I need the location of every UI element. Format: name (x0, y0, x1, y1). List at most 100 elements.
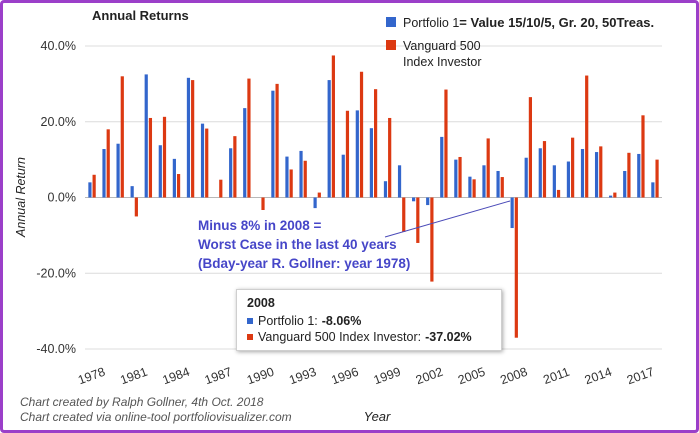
bars (88, 55, 659, 338)
tooltip-row-portfolio-1: Portfolio 1: -8.06% (247, 313, 491, 329)
bar-vanguard-1982 (148, 117, 153, 198)
y-axis-ticks: 40.0% 20.0% 0.0% -20.0% -40.0% (36, 39, 76, 356)
bar-vanguard-2010 (542, 141, 547, 198)
x-tick-label: 2011 (541, 365, 571, 387)
bar-portfolio-1-1985 (186, 77, 191, 198)
bar-vanguard-1999 (388, 117, 392, 198)
bar-portfolio-1-1993 (299, 150, 303, 198)
bar-vanguard-1979 (106, 129, 110, 198)
bar-portfolio-1-2014 (594, 152, 599, 198)
bar-portfolio-1-2004 (454, 159, 458, 198)
x-axis-ticks: 1978 1981 1984 1987 1990 1993 1996 1999 2002 2005… (76, 365, 656, 388)
bar-portfolio-1-2002 (426, 197, 430, 206)
bar-vanguard-2016 (627, 152, 631, 198)
legend-swatch-portfolio-1 (386, 17, 396, 27)
bar-vanguard-1990 (261, 197, 265, 210)
x-tick-label: 2002 (414, 365, 445, 388)
annotation-line-3: (Bday-year R. Gollner: year 1978) (198, 256, 410, 271)
bar-vanguard-1994 (317, 192, 321, 198)
bar-vanguard-1980 (120, 76, 124, 198)
bar-portfolio-1-1995 (327, 80, 331, 198)
x-tick-label: 1993 (287, 365, 318, 388)
bar-portfolio-1-1980 (116, 143, 120, 198)
bar-portfolio-1-1979 (102, 149, 106, 198)
bar-vanguard-2006 (486, 138, 490, 198)
bar-portfolio-1-2005 (468, 176, 472, 198)
credit-line-1: Chart created by Ralph Gollner, 4th Oct.… (20, 395, 264, 409)
y-tick-label: 0.0% (48, 191, 77, 205)
bar-portfolio-1-2010 (538, 148, 542, 198)
x-axis-label: Year (364, 409, 391, 424)
bar-vanguard-2001 (416, 197, 420, 243)
x-tick-label: 2014 (583, 365, 614, 388)
annotation-line-2: Worst Case in the last 40 years (198, 237, 397, 252)
x-tick-label: 1984 (161, 365, 192, 388)
bar-vanguard-2013 (585, 75, 589, 198)
bar-vanguard-2018 (655, 159, 659, 198)
bar-vanguard-2009 (528, 97, 533, 198)
bar-vanguard-1992 (289, 169, 293, 198)
y-tick-label: -20.0% (36, 266, 76, 280)
tooltip-title: 2008 (247, 296, 275, 310)
bar-portfolio-1-1992 (285, 156, 289, 198)
bar-portfolio-1-2015 (609, 195, 613, 198)
bar-portfolio-1-2013 (580, 149, 585, 198)
bar-vanguard-2012 (571, 137, 575, 198)
bar-vanguard-1989 (247, 78, 251, 198)
y-tick-label: 20.0% (41, 115, 76, 129)
tooltip-label-portfolio-1: Portfolio 1: (258, 314, 318, 328)
bar-vanguard-2015 (613, 192, 617, 198)
bar-portfolio-1-1996 (341, 154, 345, 198)
bar-vanguard-1998 (374, 89, 378, 198)
legend-label-portfolio-1: Portfolio 1= Value 15/10/5, Gr. 20, 50Tr… (403, 15, 654, 30)
bar-vanguard-2011 (556, 189, 561, 198)
bar-portfolio-1-2018 (651, 182, 655, 198)
x-tick-label: 1999 (372, 365, 403, 388)
legend-label-vanguard-line1: Vanguard 500 (403, 39, 481, 53)
bar-vanguard-1983 (162, 116, 167, 198)
bar-portfolio-1-1989 (243, 108, 247, 198)
bar-portfolio-1-1998 (369, 128, 373, 198)
bar-vanguard-1991 (275, 83, 279, 198)
x-tick-label: 2017 (625, 365, 656, 388)
chart-title: Annual Returns (92, 8, 189, 23)
bar-vanguard-2004 (458, 156, 462, 198)
bar-portfolio-1-1999 (383, 181, 388, 198)
bar-vanguard-1978 (92, 174, 96, 198)
tooltip-swatch-portfolio-1 (247, 318, 253, 324)
bar-portfolio-1-2006 (482, 165, 486, 198)
bar-portfolio-1-2008 (510, 197, 514, 229)
bar-portfolio-1-1983 (158, 145, 162, 198)
bar-vanguard-2008 (514, 197, 518, 338)
bar-vanguard-2000 (402, 197, 406, 232)
tooltip-value-vanguard: -37.02% (425, 330, 472, 344)
bar-vanguard-2002 (430, 197, 434, 282)
bar-portfolio-1-2003 (440, 136, 444, 198)
bar-vanguard-1987 (219, 179, 223, 198)
bar-portfolio-1-2011 (552, 165, 556, 198)
bar-portfolio-1-2007 (496, 170, 500, 198)
annotation-line-1: Minus 8% in 2008 = (198, 218, 322, 233)
bar-portfolio-1-1988 (229, 148, 233, 198)
bar-portfolio-1-1994 (313, 197, 317, 209)
x-tick-label: 1981 (118, 365, 149, 388)
bar-vanguard-1981 (134, 197, 138, 217)
x-tick-label: 2005 (456, 365, 487, 388)
bar-vanguard-2017 (641, 115, 645, 198)
bar-portfolio-1-2012 (566, 161, 571, 198)
bar-portfolio-1-2000 (397, 165, 402, 198)
tooltip-row-vanguard: Vanguard 500 Index Investor: -37.02% (247, 329, 491, 345)
bar-vanguard-1993 (303, 160, 307, 198)
bar-portfolio-1-1981 (130, 186, 134, 198)
legend-text-portfolio-1: Portfolio 1 (403, 16, 459, 30)
bar-portfolio-1-1984 (172, 158, 176, 198)
bar-vanguard-1985 (191, 80, 195, 198)
x-tick-label: 1996 (329, 365, 360, 388)
bar-portfolio-1-1986 (200, 123, 205, 198)
bar-portfolio-1-1991 (271, 90, 275, 198)
x-tick-label: 2008 (498, 365, 529, 388)
bar-vanguard-1996 (345, 110, 350, 198)
bar-vanguard-1995 (331, 55, 335, 198)
tooltip-swatch-vanguard (247, 334, 253, 340)
